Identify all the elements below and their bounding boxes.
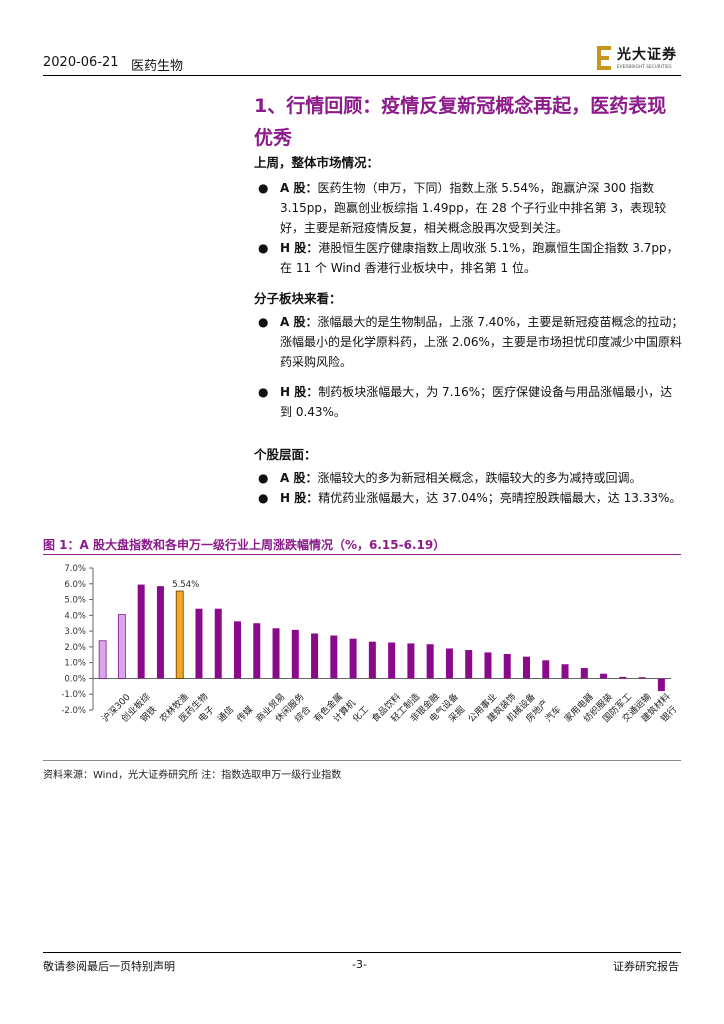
bar-食品饮料	[368, 641, 376, 679]
section-title: 1、行情回顾：疫情反复新冠概念再起，医药表现优秀	[254, 95, 667, 149]
bullet-label: A 股：	[280, 315, 318, 329]
y-tick-label: 1.0%	[64, 659, 86, 669]
list-item: ● A 股：涨幅较大的多为新冠相关概念，跌幅较大的多为减持或回调。	[254, 468, 684, 488]
x-tick-label: 传媒	[234, 703, 255, 724]
bullet-label: H 股：	[280, 491, 319, 505]
stock-heading: 个股层面：	[254, 447, 317, 462]
bar-纺织服装	[580, 668, 588, 679]
y-tick-label: 0.0%	[64, 674, 86, 684]
list-item: ● H 股：港股恒生医疗健康指数上周收涨 5.1%，跑赢恒生国企指数 3.7pp，…	[254, 238, 684, 278]
bar-农林牧渔	[156, 586, 164, 679]
bar-房地产	[523, 656, 530, 679]
logo-mark-icon	[597, 46, 613, 70]
bar-交通运输	[619, 676, 627, 679]
market-heading: 上周，整体市场情况：	[254, 155, 380, 170]
bar-电子	[195, 608, 203, 679]
bar-汽车	[542, 660, 550, 679]
bar-家用电器	[561, 664, 569, 679]
bar-休闲服务	[272, 628, 280, 679]
logo-name: 光大证券	[617, 47, 677, 63]
bar-轻工制造	[388, 642, 396, 679]
bar-采掘	[445, 648, 453, 679]
bar-电气设备	[426, 644, 434, 679]
list-item: ● A 股：医药生物（申万，下同）指数上涨 5.54%，跑赢沪深 300 指数 3…	[254, 178, 684, 238]
bar-有色金属	[311, 633, 319, 679]
bullet-text: 制药板块涨幅最大，为 7.16%；医疗保健设备与用品涨幅最小，达到 0.43%。	[280, 385, 673, 419]
bar-国防军工	[600, 673, 608, 679]
y-tick-label: -1.0%	[61, 690, 86, 700]
y-tick-label: 5.0%	[64, 596, 86, 606]
report-date: 2020-06-21	[43, 55, 119, 70]
bar-商业贸易	[253, 623, 261, 679]
figure-source: 资料来源：Wind，光大证券研究所 注：指数选取申万一级行业指数	[43, 770, 342, 781]
x-tick-label: 通信	[215, 703, 236, 724]
footer-report-type: 证券研究报告	[613, 960, 679, 973]
bar-传媒	[234, 621, 241, 679]
bar-银行	[657, 678, 665, 692]
bar-chart: 7.0% 6.0% 5.0% 4.0% 3.0% 2.0% 1.0% 0.0% -1.0% -2.…	[43, 556, 681, 760]
bullet-text: 涨幅较大的多为新冠相关概念，跌幅较大的多为减持或回调。	[317, 471, 642, 485]
header-rule	[43, 75, 681, 76]
data-label: 5.54%	[172, 580, 199, 590]
page-header: 2020-06-21 医药生物 光大证券 EVERBRIGHT SECURITI…	[43, 46, 681, 78]
bar-chart-svg: 7.0% 6.0% 5.0% 4.0% 3.0% 2.0% 1.0% 0.0% -1.0% -2.…	[61, 564, 679, 725]
stock-bullets: ● A 股：涨幅较大的多为新冠相关概念，跌幅较大的多为减持或回调。 ● H 股：精优…	[254, 468, 684, 508]
bullet-icon: ●	[258, 315, 269, 329]
bullet-icon: ●	[258, 491, 269, 505]
sub-bullets: ● A 股：涨幅最大的是生物制品，上涨 7.40%，主要是新冠疫苗概念的拉动；涨幅…	[254, 312, 684, 422]
bar-医药生物	[175, 590, 184, 679]
bar-沪深300	[98, 640, 107, 679]
bullet-icon: ●	[258, 181, 269, 195]
logo-english: EVERBRIGHT SECURITIES	[617, 64, 672, 69]
y-tick-label: 3.0%	[64, 627, 86, 637]
y-tick-label: 7.0%	[64, 564, 86, 574]
footer-disclaimer: 敬请参阅最后一页特别声明	[43, 960, 175, 973]
list-item: ● H 股：精优药业涨幅最大，达 37.04%；亮晴控股跌幅最大，达 13.33%…	[254, 488, 684, 508]
bullet-label: A 股：	[280, 471, 318, 485]
sub-heading: 分子板块来看：	[254, 291, 342, 306]
bullet-icon: ●	[258, 241, 269, 255]
bar-通信	[214, 608, 222, 679]
report-sector: 医药生物	[131, 59, 184, 74]
bar-公用事业	[465, 650, 473, 679]
y-tick-label: -2.0%	[61, 706, 86, 716]
bar-机械设备	[503, 653, 511, 679]
y-tick-label: 4.0%	[64, 611, 86, 621]
y-tick-label: 6.0%	[64, 580, 86, 590]
bar-非银金融	[407, 643, 415, 679]
page-number: -3-	[352, 958, 367, 971]
bullet-text: 涨幅最大的是生物制品，上涨 7.40%，主要是新冠疫苗概念的拉动；涨幅最小的是化…	[280, 315, 684, 369]
bar-化工	[349, 638, 357, 679]
bullet-icon: ●	[258, 471, 269, 485]
y-tick-label: 2.0%	[64, 643, 86, 653]
bar-创业板综	[118, 614, 126, 679]
bullet-label: A 股：	[280, 181, 318, 195]
bullet-text: 精优药业涨幅最大，达 37.04%；亮晴控股跌幅最大，达 13.33%。	[318, 491, 682, 505]
bullet-icon: ●	[258, 385, 269, 399]
bar-钢铁	[137, 584, 145, 679]
bar-建筑材料	[638, 677, 646, 679]
figure-bottom-rule	[43, 760, 681, 761]
bar-建筑装饰	[484, 652, 492, 679]
bullet-label: H 股：	[280, 241, 319, 255]
list-item: ● H 股：制药板块涨幅最大，为 7.16%；医疗保健设备与用品涨幅最小，达到 0…	[254, 382, 684, 422]
bullet-text: 医药生物（申万，下同）指数上涨 5.54%，跑赢沪深 300 指数 3.15pp…	[280, 181, 667, 235]
footer-rule	[43, 952, 681, 953]
bar-综合	[291, 629, 299, 679]
figure-title: 图 1：A 股大盘指数和各申万一级行业上周涨跌幅情况（%，6.15-6.19）	[43, 538, 446, 552]
bar-计算机	[330, 635, 338, 679]
bullet-text: 港股恒生医疗健康指数上周收涨 5.1%，跑赢恒生国企指数 3.7pp，在 11 …	[280, 241, 679, 275]
bullet-label: H 股：	[280, 385, 319, 399]
list-item: ● A 股：涨幅最大的是生物制品，上涨 7.40%，主要是新冠疫苗概念的拉动；涨幅…	[254, 312, 684, 372]
figure-rule	[43, 554, 681, 555]
everbright-logo: 光大证券 EVERBRIGHT SECURITIES	[597, 44, 681, 74]
market-bullets: ● A 股：医药生物（申万，下同）指数上涨 5.54%，跑赢沪深 300 指数 3…	[254, 178, 684, 278]
